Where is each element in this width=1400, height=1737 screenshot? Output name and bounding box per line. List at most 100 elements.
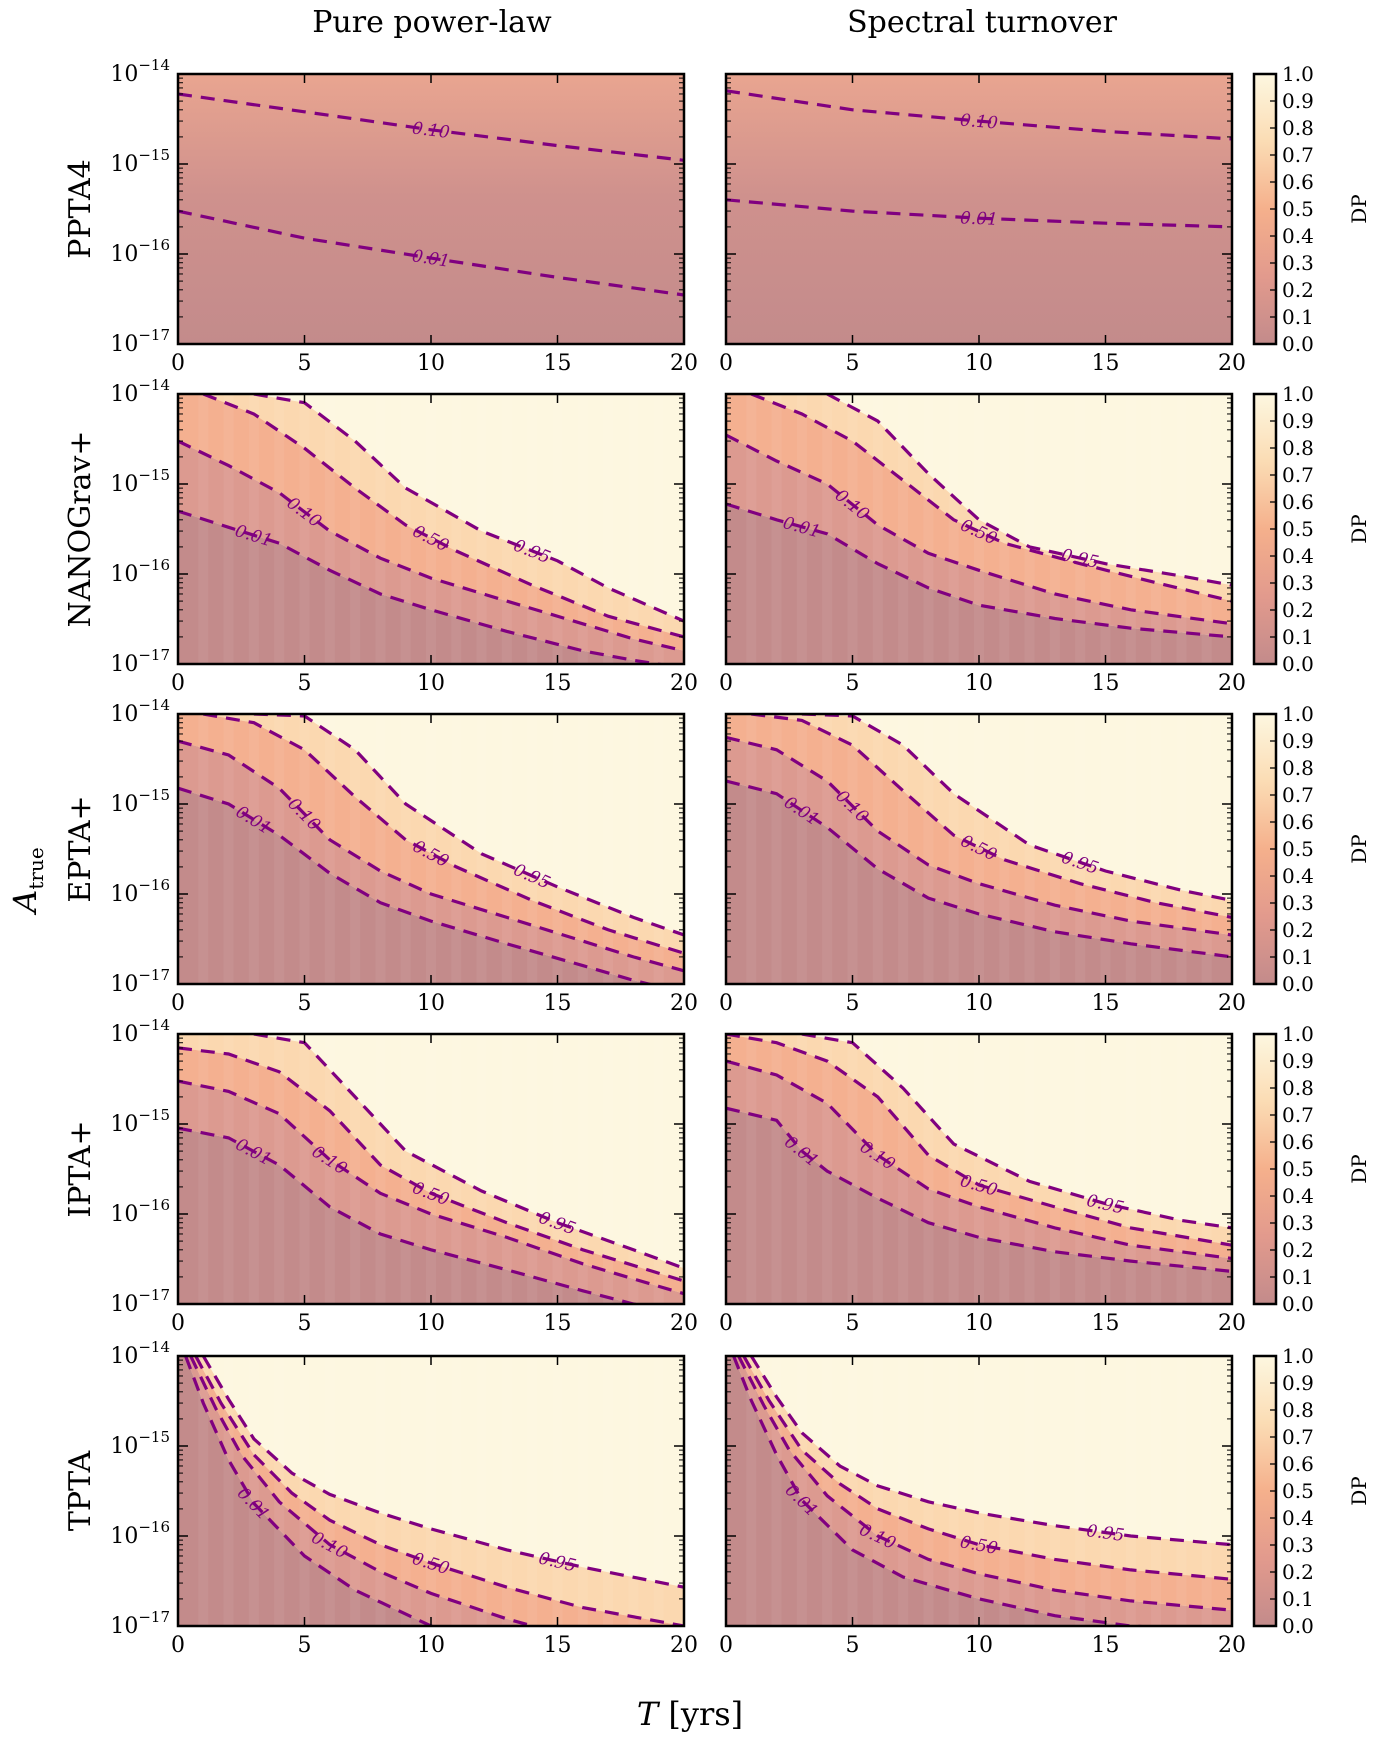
y-tick-label: 10−17	[110, 326, 170, 357]
colorbar-tick-label: 0.1	[1282, 305, 1314, 329]
y-tick-label: 10−17	[110, 1286, 170, 1317]
contour-0-01	[732, 1356, 1161, 1626]
colorbar-tick-label: 0.4	[1282, 224, 1314, 248]
colorbar-tick-label: 0.6	[1282, 1452, 1314, 1476]
x-tick-label: 15	[544, 991, 572, 1016]
colorbar-tick-label: 0.9	[1282, 1371, 1314, 1395]
colorbar-tick-label: 0.7	[1282, 463, 1314, 487]
panel-ipta-spectral-turnover: 0.01 0.100.500.950 5 10 15 20	[719, 1032, 1246, 1336]
heatmap-field	[726, 74, 1232, 344]
panel-nanograv-spectral-turnover: 0.010.100.500.950 5 10 15 20	[719, 392, 1246, 696]
x-tick-label: 20	[1218, 671, 1246, 696]
colorbar-tick-label: 0.6	[1282, 490, 1314, 514]
colorbar-tick-label: 1.0	[1282, 1022, 1314, 1046]
panel-epta-pure-power-law: 0.01 0.100.500.950 5 10 15 2010−1710−1610−151…	[110, 696, 698, 1016]
y-tick-label: 10−15	[110, 466, 170, 497]
colorbar-tick-label: 0.1	[1282, 945, 1314, 969]
contour-0-10	[178, 439, 684, 653]
contour-0-01	[178, 1126, 643, 1304]
colorbar-tick-label: 0.0	[1282, 972, 1314, 996]
contour-label-0-10: 0.10	[959, 111, 999, 134]
colorbar-tick-label: 0.7	[1282, 1103, 1314, 1127]
y-tick-label: 10−17	[110, 1608, 170, 1639]
colorbar-tick-label: 0.5	[1282, 1157, 1314, 1181]
colorbar-tick-label: 0.3	[1282, 251, 1314, 275]
x-tick-label: 10	[965, 1633, 993, 1658]
x-tick-label: 15	[544, 671, 572, 696]
y-tick-label: 10−16	[110, 1196, 170, 1227]
colorbar: 0.0 0.1 0.2 0.3 0.4 0.5 0.6 0.7 0.8 0.9 1.0 DP	[1252, 382, 1371, 676]
contour-0-50	[202, 394, 684, 639]
colorbar-tick-label: 0.0	[1282, 332, 1314, 356]
colorbar-tick-label: 0.0	[1282, 1614, 1314, 1638]
contour-0-50	[750, 394, 1232, 603]
row-label-nanograv: NANOGrav+	[63, 430, 98, 627]
x-tick-label: 5	[846, 1311, 860, 1336]
y-tick-label: 10−16	[110, 876, 170, 907]
x-tick-label: 15	[544, 1633, 572, 1658]
row-label-tpta: TPTA	[63, 1451, 98, 1532]
colorbar-tick-label: 0.8	[1282, 436, 1314, 460]
colorbar-tick-label: 0.6	[1282, 1130, 1314, 1154]
colorbar-tick-label: 0.3	[1282, 1533, 1314, 1557]
x-tick-label: 15	[544, 351, 572, 376]
colorbar-label: DP	[1347, 514, 1371, 544]
contour-0-01	[178, 209, 684, 297]
contour-0-95	[253, 714, 684, 937]
x-tick-label: 5	[846, 1633, 860, 1658]
colorbar-tick-label: 1.0	[1282, 1344, 1314, 1368]
x-tick-label: 10	[417, 1311, 445, 1336]
x-tick-label: 0	[171, 1311, 185, 1336]
x-tick-label: 20	[670, 1633, 698, 1658]
colorbar: 0.0 0.1 0.2 0.3 0.4 0.5 0.6 0.7 0.8 0.9 1.0 DP	[1252, 62, 1371, 356]
contour-0-01	[178, 509, 668, 664]
contour-0-10	[178, 739, 684, 973]
row-label-ppta4: PPTA4	[63, 159, 98, 259]
y-tick-label: 10−16	[110, 1518, 170, 1549]
x-tick-label: 5	[298, 1311, 312, 1336]
contour-0-95	[253, 1034, 684, 1270]
contour-0-10	[726, 433, 1232, 626]
colorbar-tick-label: 0.3	[1282, 891, 1314, 915]
contour-0-50	[194, 1356, 684, 1626]
x-tick-label: 15	[1092, 1311, 1120, 1336]
x-tick-label: 10	[965, 351, 993, 376]
colorbar-tick-label: 0.4	[1282, 1506, 1314, 1530]
y-tick-label: 10−16	[110, 556, 170, 587]
x-tick-label: 5	[846, 991, 860, 1016]
y-tick-label: 10−17	[110, 646, 170, 677]
colorbar-tick-label: 0.2	[1282, 1560, 1314, 1584]
contour-label-0-01: 0.01	[960, 208, 999, 230]
contour-0-50	[751, 714, 1232, 919]
shared-x-label-var: T	[637, 1695, 661, 1733]
contour-0-01	[184, 1356, 436, 1626]
colorbar-tick-label: 0.8	[1282, 756, 1314, 780]
x-tick-label: 15	[1092, 1633, 1120, 1658]
panel-epta-spectral-turnover: 0.01 0.100.50 0.950 5 10 15 20	[719, 712, 1246, 1016]
y-tick-label: 10−15	[110, 1428, 170, 1459]
colorbar-tick-label: 0.2	[1282, 278, 1314, 302]
x-tick-label: 15	[1092, 671, 1120, 696]
colorbar-tick-label: 0.2	[1282, 1238, 1314, 1262]
colorbar-tick-label: 0.9	[1282, 1049, 1314, 1073]
colorbar-tick-label: 0.2	[1282, 918, 1314, 942]
contour-0-50	[178, 1046, 684, 1283]
x-tick-label: 5	[846, 351, 860, 376]
x-tick-label: 10	[965, 671, 993, 696]
contour-0-95	[253, 394, 684, 623]
x-tick-label: 20	[1218, 1311, 1246, 1336]
x-tick-label: 10	[417, 671, 445, 696]
contour-0-01	[726, 198, 1232, 229]
x-tick-label: 20	[670, 991, 698, 1016]
colorbar-tick-label: 0.4	[1282, 1184, 1314, 1208]
contour-0-10	[726, 1059, 1232, 1261]
panel-nanograv-pure-power-law: 0.010.100.50 0.950 5 10 15 2010−1710−1610−151…	[110, 376, 698, 696]
x-tick-label: 5	[846, 671, 860, 696]
colorbar-tick-label: 0.0	[1282, 652, 1314, 676]
x-tick-label: 20	[670, 351, 698, 376]
contour-0-95	[826, 394, 1232, 587]
y-tick-label: 10−14	[110, 1338, 170, 1369]
colorbar-tick-label: 0.9	[1282, 89, 1314, 113]
x-tick-label: 5	[298, 1633, 312, 1658]
